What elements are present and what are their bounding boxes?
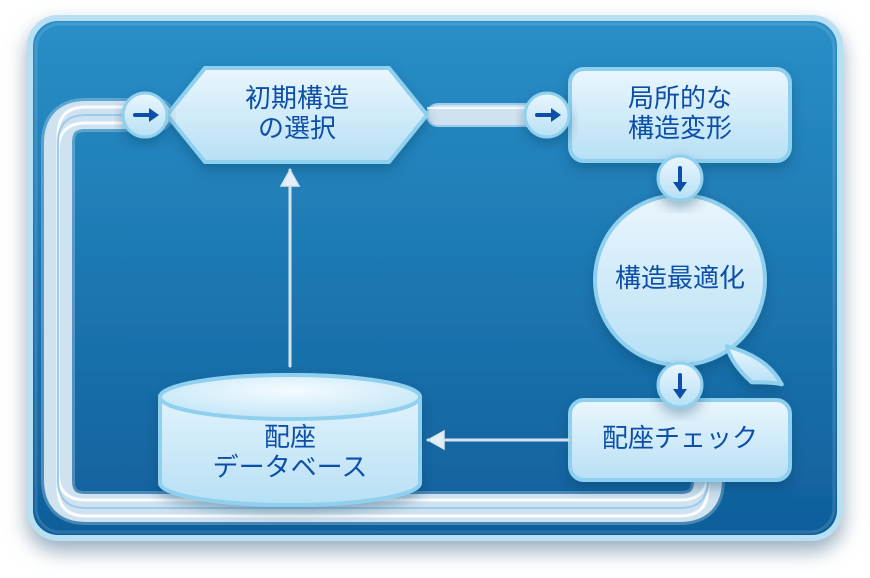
db-label-line-0: 配座 <box>264 422 316 452</box>
badge-into-opt <box>658 156 702 200</box>
node-db: 配座データベース <box>160 375 420 505</box>
init-label-line-1: の選択 <box>258 113 336 143</box>
flowchart-canvas: 初期構造の選択 局所的な構造変形構造最適化配座チェック 配座データベース <box>0 0 870 578</box>
local-label-line-1: 構造変形 <box>628 113 732 143</box>
init-label-line-0: 初期構造 <box>245 83 349 113</box>
node-init: 初期構造の選択 <box>167 68 427 162</box>
check-label-line-0: 配座チェック <box>602 423 758 453</box>
local-label-line-0: 局所的な <box>628 83 732 113</box>
badge-into-init <box>123 93 167 137</box>
node-local: 局所的な構造変形 <box>570 69 790 161</box>
db-label-line-1: データベース <box>213 452 368 482</box>
badge-into-check <box>658 363 702 407</box>
opt-label-line-0: 構造最適化 <box>615 263 745 293</box>
node-check: 配座チェック <box>570 400 790 480</box>
badge-into-local <box>525 93 569 137</box>
